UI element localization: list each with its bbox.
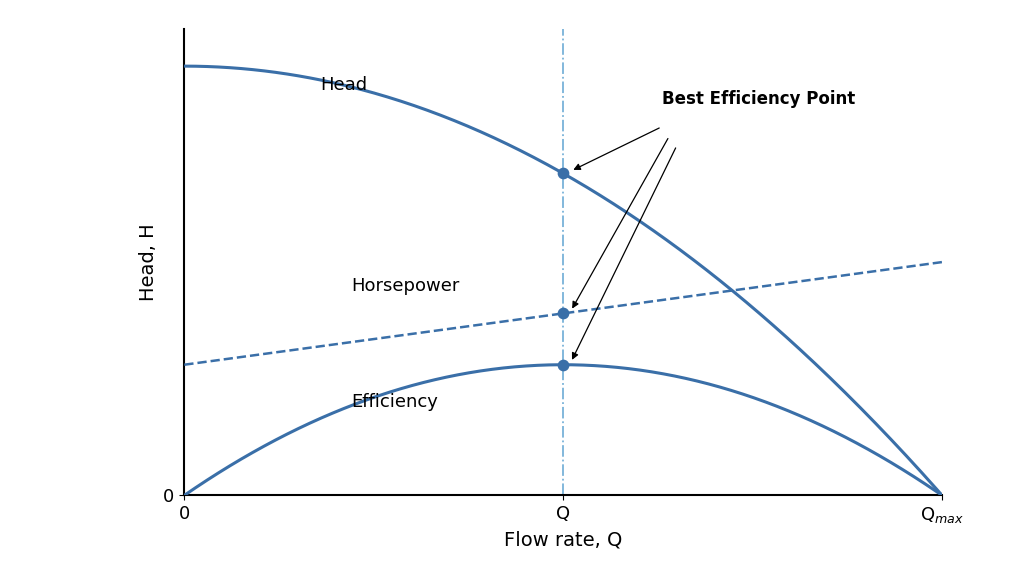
Text: Efficiency: Efficiency <box>351 393 438 411</box>
Point <box>555 360 571 369</box>
Text: Horsepower: Horsepower <box>351 276 460 295</box>
Text: Best Efficiency Point: Best Efficiency Point <box>662 90 855 108</box>
Point <box>555 309 571 318</box>
Text: Head: Head <box>321 76 368 94</box>
Point <box>555 169 571 178</box>
X-axis label: Flow rate, Q: Flow rate, Q <box>504 530 623 550</box>
Y-axis label: Head, H: Head, H <box>139 223 158 301</box>
